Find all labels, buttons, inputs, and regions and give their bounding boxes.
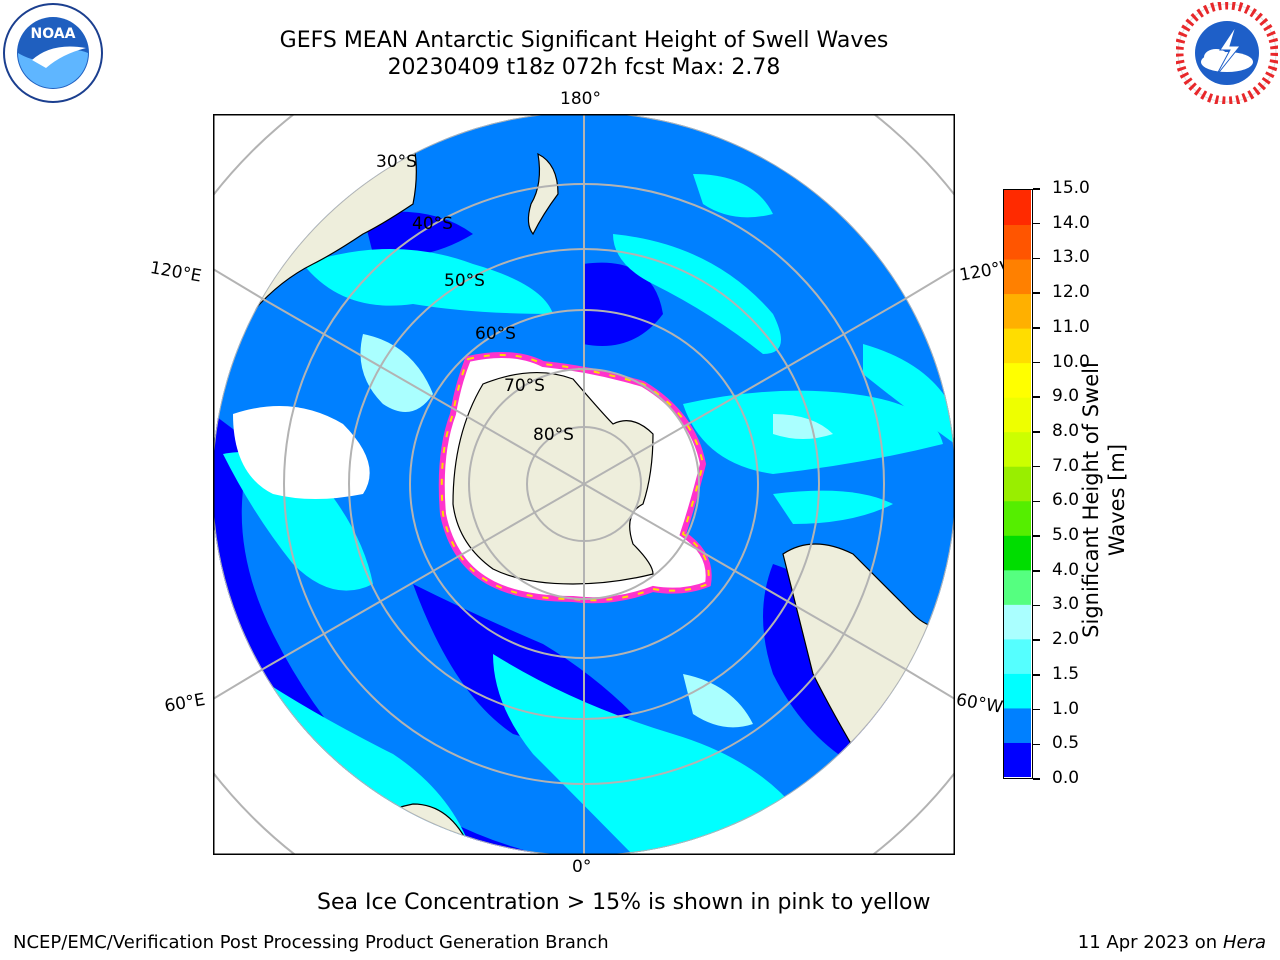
colorbar-tick-label: 5.0 <box>1052 525 1080 546</box>
colorbar-tick-mark <box>1033 500 1040 503</box>
noaa-logo-text: NOAA <box>31 26 76 42</box>
colorbar-tick-mark <box>1033 778 1040 780</box>
colorbar-tick-label: 3.0 <box>1052 594 1080 615</box>
colorbar-tick-label: 13.0 <box>1052 247 1090 268</box>
ice-patch-west <box>233 406 370 499</box>
colorbar-segment <box>1004 673 1031 709</box>
nws-logo <box>1174 0 1280 106</box>
colorbar-tick-label: 15.0 <box>1052 178 1090 198</box>
colorbar-tick-label: 9.0 <box>1052 386 1080 407</box>
lon-label-bottom: 0° <box>572 857 592 877</box>
footer-date-text: 11 Apr 2023 on <box>1077 932 1223 953</box>
colorbar-segment <box>1004 259 1031 295</box>
colorbar-tick-label: 14.0 <box>1052 212 1090 233</box>
colorbar-tick-mark <box>1033 743 1040 746</box>
colorbar-segment <box>1004 466 1031 502</box>
colorbar-tick-label: 8.0 <box>1052 420 1080 441</box>
lon-label-right-lower: 60°W <box>954 690 1005 718</box>
footer-date: 11 Apr 2023 on Hera <box>1078 932 1266 953</box>
colorbar-label: Significant Height of Swell Waves [m] <box>1078 350 1130 650</box>
colorbar-segment <box>1004 293 1031 329</box>
colorbar-tick-label: 4.0 <box>1052 559 1080 580</box>
sea-ice-inner-edge <box>440 354 710 602</box>
colorbar-tick-mark <box>1033 222 1040 225</box>
colorbar-segment <box>1004 190 1031 226</box>
colorbar-tick-label: 6.0 <box>1052 490 1080 511</box>
colorbar-tick-mark <box>1033 604 1040 607</box>
sea-ice-note: Sea Ice Concentration > 15% is shown in … <box>317 890 931 915</box>
colorbar-segment <box>1004 362 1031 398</box>
noaa-logo: NOAA <box>2 2 104 104</box>
colorbar-tick-mark <box>1033 292 1040 294</box>
colorbar-tick-mark <box>1033 639 1040 641</box>
colorbar <box>1003 189 1033 779</box>
colorbar-tick-mark <box>1033 396 1040 398</box>
lat-label-70s: 70°S <box>504 376 545 396</box>
colorbar-segment <box>1004 742 1031 777</box>
colorbar-tick-label: 10.0 <box>1052 351 1090 372</box>
colorbar-tick-mark <box>1033 674 1040 676</box>
colorbar-tick-label: 1.0 <box>1052 698 1080 719</box>
lon-label-left-lower: 60°E <box>163 689 207 717</box>
colorbar-label-line1: Significant Height of Swell <box>1079 362 1103 638</box>
lat-label-50s: 50°S <box>444 271 485 291</box>
colorbar-tick-mark <box>1033 570 1040 572</box>
colorbar-tick-label: 0.0 <box>1052 768 1080 788</box>
colorbar-tick-label: 1.5 <box>1052 663 1080 684</box>
lon-label-top: 180° <box>560 89 601 109</box>
lon-label-left-upper: 120°E <box>148 258 203 287</box>
polar-map <box>213 114 955 855</box>
colorbar-tick-mark <box>1033 327 1040 329</box>
colorbar-tick-mark <box>1033 465 1040 468</box>
footer-host: Hera <box>1222 932 1266 953</box>
colorbar-segment <box>1004 535 1031 571</box>
colorbar-segment <box>1004 707 1031 743</box>
colorbar-tick-label: 0.5 <box>1052 733 1080 754</box>
new-zealand <box>527 152 559 236</box>
lat-label-80s: 80°S <box>533 425 574 445</box>
lat-label-30s: 30°S <box>376 152 417 172</box>
colorbar-segment <box>1004 431 1031 467</box>
colorbar-tick-mark <box>1033 535 1040 537</box>
footer-credit: NCEP/EMC/Verification Post Processing Pr… <box>13 932 609 953</box>
lat-label-40s: 40°S <box>412 214 453 234</box>
colorbar-tick-label: 7.0 <box>1052 455 1080 476</box>
lat-label-60s: 60°S <box>475 324 516 344</box>
colorbar-tick-label: 2.0 <box>1052 629 1080 650</box>
colorbar-segment <box>1004 604 1031 640</box>
colorbar-tick-mark <box>1033 361 1040 364</box>
colorbar-tick-mark <box>1033 708 1040 711</box>
colorbar-segment <box>1004 500 1031 536</box>
graticule <box>213 114 955 855</box>
colorbar-tick-mark <box>1033 188 1040 190</box>
colorbar-tick-label: 11.0 <box>1052 316 1090 337</box>
map-title: GEFS MEAN Antarctic Significant Height o… <box>279 28 889 53</box>
map-border <box>213 114 955 855</box>
colorbar-label-line2: Waves [m] <box>1105 443 1129 557</box>
colorbar-tick-label: 12.0 <box>1052 282 1090 303</box>
colorbar-segment <box>1004 569 1031 605</box>
colorbar-segment <box>1004 328 1031 364</box>
colorbar-segment <box>1004 397 1031 433</box>
colorbar-segment <box>1004 638 1031 674</box>
colorbar-tick-mark <box>1033 431 1040 433</box>
graticule-outer <box>213 114 955 855</box>
colorbar-segment <box>1004 224 1031 260</box>
map-subtitle: 20230409 t18z 072h fcst Max: 2.78 <box>387 55 781 80</box>
colorbar-tick-mark <box>1033 257 1040 260</box>
